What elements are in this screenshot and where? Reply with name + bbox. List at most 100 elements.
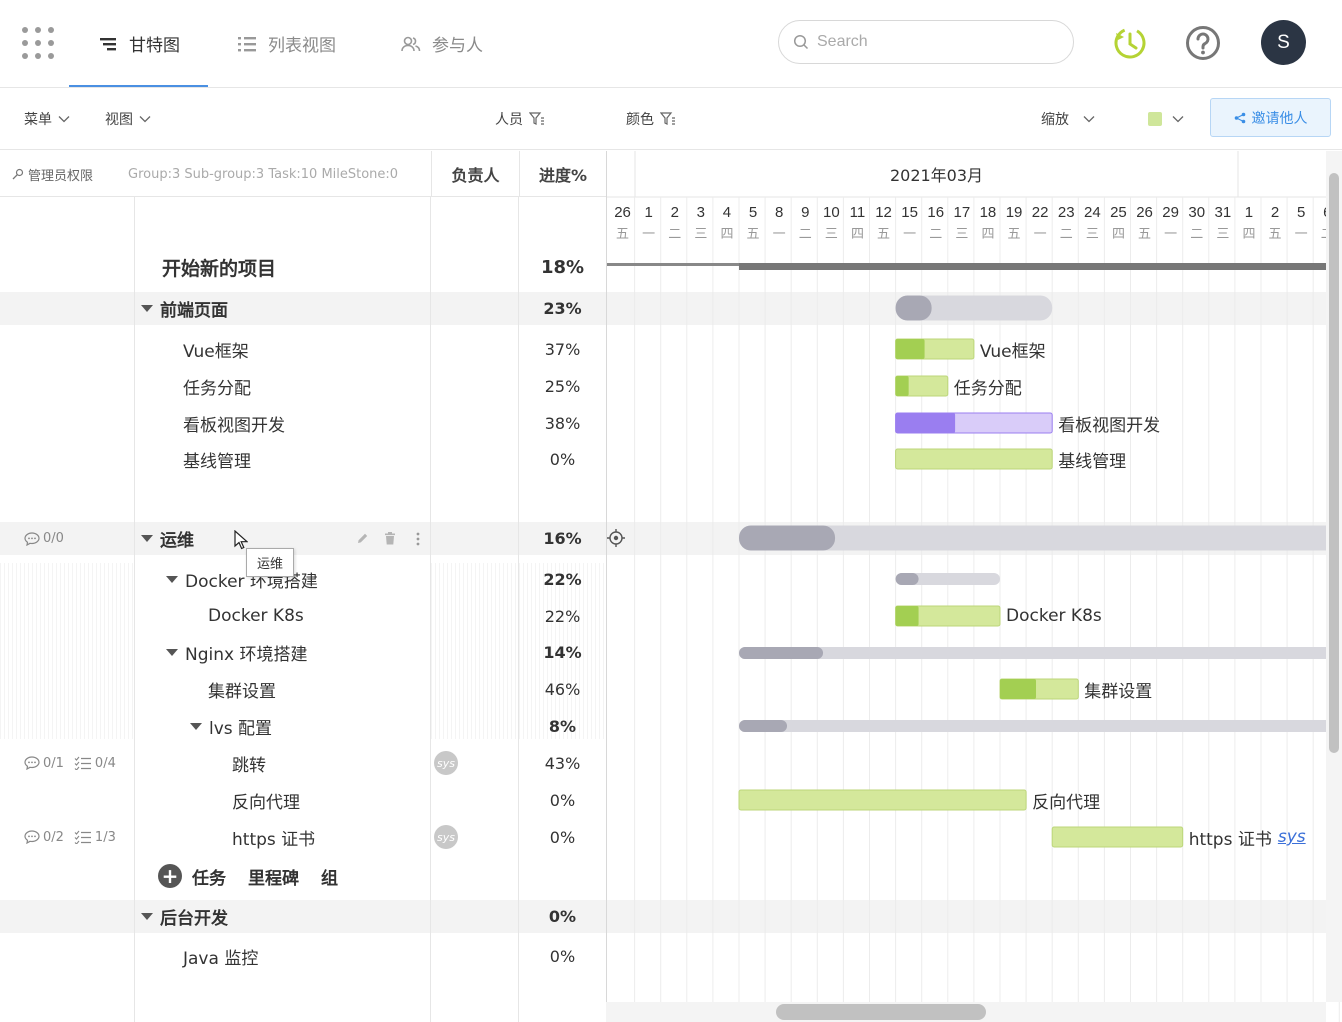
comment-count[interactable]: 0/2 (24, 830, 64, 845)
history-icon[interactable] (1112, 25, 1148, 61)
table-row[interactable]: 开始新的项目 18% (0, 251, 606, 283)
collapse-caret-icon[interactable] (141, 305, 153, 312)
gantt-bar[interactable] (1051, 826, 1184, 848)
view-dropdown[interactable]: 视图 (105, 88, 151, 150)
collapse-caret-icon[interactable] (141, 913, 153, 920)
gantt-canvas: 26五1一2二3三4四5五8一9二10三11四12五15一16二17三18四19… (607, 151, 1342, 1022)
search-icon (793, 34, 809, 50)
invite-label: 邀请他人 (1251, 110, 1308, 127)
mouse-cursor-icon (234, 530, 248, 550)
weekday-label: 五 (1138, 227, 1151, 242)
day-number-label: 4 (723, 204, 731, 221)
task-owner[interactable]: sys (434, 821, 458, 853)
add-icon[interactable]: + (158, 864, 182, 888)
checklist-icon (74, 756, 91, 770)
admin-permission[interactable]: 管理员权限 (12, 151, 93, 197)
table-row[interactable]: Docker K8s 22% (0, 600, 606, 632)
table-row[interactable]: Nginx 环境搭建 14% (0, 636, 606, 669)
day-number-label: 16 (927, 204, 944, 221)
tab-list-view[interactable]: 列表视图 (236, 0, 336, 87)
row-meta: 0/1 0/4 (24, 747, 126, 779)
table-row[interactable]: 看板视图开发 38% (0, 407, 606, 439)
gantt-bar[interactable] (739, 720, 1340, 732)
more-vertical-icon[interactable] (404, 525, 432, 553)
weekday-label: 二 (1190, 227, 1203, 242)
horizontal-scroll-thumb[interactable] (776, 1004, 986, 1020)
task-name: Vue框架 (183, 341, 249, 362)
horizontal-scrollbar[interactable] (606, 1002, 1326, 1022)
invite-button[interactable]: 邀请他人 (1210, 98, 1331, 137)
person-filter[interactable]: 人员 (495, 88, 545, 150)
gantt-bar[interactable] (738, 789, 1027, 811)
search-input[interactable] (817, 33, 1057, 51)
add-group-button[interactable]: 组 (321, 868, 338, 889)
apps-grid-icon[interactable] (22, 27, 54, 59)
tab-participants[interactable]: 参与人 (400, 0, 483, 87)
help-icon[interactable] (1185, 25, 1221, 61)
task-name: 集群设置 (208, 681, 276, 702)
task-progress: 37% (544, 339, 581, 359)
vertical-scroll-thumb[interactable] (1329, 173, 1339, 753)
gantt-bar[interactable] (895, 605, 1001, 627)
color-swatch-dropdown[interactable] (1148, 88, 1184, 150)
delete-icon[interactable] (376, 525, 404, 553)
table-row[interactable]: 0/1 0/4 跳转 sys 43% (0, 747, 606, 779)
collapse-caret-icon[interactable] (166, 576, 178, 583)
gantt-bar-progress (895, 413, 956, 433)
add-milestone-button[interactable]: 里程碑 (248, 868, 299, 889)
table-row[interactable]: 集群设置 46% (0, 673, 606, 705)
task-name-text: lvs 配置 (209, 719, 273, 739)
checklist-count[interactable]: 0/4 (74, 756, 116, 771)
table-row[interactable]: 0/2 1/3 https 证书 sys 0% (0, 821, 606, 853)
gantt-bar-label-text: Vue框架 (979, 341, 1046, 362)
group-row-bg (0, 522, 606, 555)
table-row[interactable]: Java 监控 0% (0, 940, 606, 972)
gantt-bar[interactable] (739, 525, 1340, 551)
toolbar: 菜单 视图 人员 颜色 缩放 (0, 88, 1342, 150)
vertical-scrollbar[interactable] (1326, 151, 1342, 1002)
tab-gantt[interactable]: 甘特图 (69, 0, 208, 87)
add-task-button[interactable]: 任务 (192, 868, 226, 889)
comment-count[interactable]: 0/0 (24, 531, 64, 546)
task-name: Docker 环境搭建 (166, 563, 318, 596)
gantt-bar[interactable] (895, 295, 1053, 321)
zoom-dropdown[interactable]: 缩放 (1041, 88, 1095, 150)
gantt-bar[interactable] (895, 448, 1053, 470)
task-owner[interactable]: sys (434, 747, 458, 779)
task-name-text: Docker 环境搭建 (185, 572, 318, 592)
column-divider (134, 197, 135, 1022)
table-row[interactable]: Docker 环境搭建 22% (0, 563, 606, 596)
comment-count-text: 0/2 (43, 829, 64, 845)
task-name-text: Nginx 环境搭建 (185, 645, 308, 665)
day-number-label: 24 (1084, 204, 1101, 221)
task-progress: 46% (544, 679, 581, 699)
table-row[interactable]: lvs 配置 8% (0, 710, 606, 743)
collapse-caret-icon[interactable] (190, 723, 202, 730)
gantt-bar[interactable] (895, 375, 949, 397)
comment-count[interactable]: 0/1 (24, 756, 64, 771)
weekday-label: 五 (877, 227, 890, 242)
gantt-bar-owner[interactable]: sys (1277, 827, 1306, 847)
table-row[interactable]: 任务分配 25% (0, 370, 606, 402)
task-name-text: 前端页面 (160, 301, 228, 321)
gantt-bar-label: 基线管理 (1058, 447, 1126, 472)
gantt-bar[interactable] (739, 647, 1340, 659)
menu-dropdown[interactable]: 菜单 (24, 88, 70, 150)
day-number-label: 26 (614, 204, 631, 221)
admin-permission-label: 管理员权限 (28, 168, 94, 184)
collapse-caret-icon[interactable] (141, 535, 153, 542)
collapse-caret-icon[interactable] (166, 649, 178, 656)
color-filter[interactable]: 颜色 (626, 88, 676, 150)
table-row[interactable]: 反向代理 0% (0, 784, 606, 816)
checklist-count[interactable]: 1/3 (74, 830, 116, 845)
table-row[interactable]: Vue框架 37% (0, 333, 606, 365)
table-row[interactable]: 前端页面 23% (0, 292, 606, 325)
view-label: 视图 (105, 112, 133, 128)
table-row[interactable]: 基线管理 0% (0, 443, 606, 475)
locate-icon[interactable] (607, 529, 625, 547)
table-row[interactable]: 0/0 运维 16% (0, 522, 606, 555)
table-row[interactable]: 后台开发 0% (0, 900, 606, 933)
user-avatar[interactable]: S (1261, 20, 1306, 65)
gantt-bar[interactable] (895, 573, 1000, 585)
edit-icon[interactable] (348, 525, 376, 553)
